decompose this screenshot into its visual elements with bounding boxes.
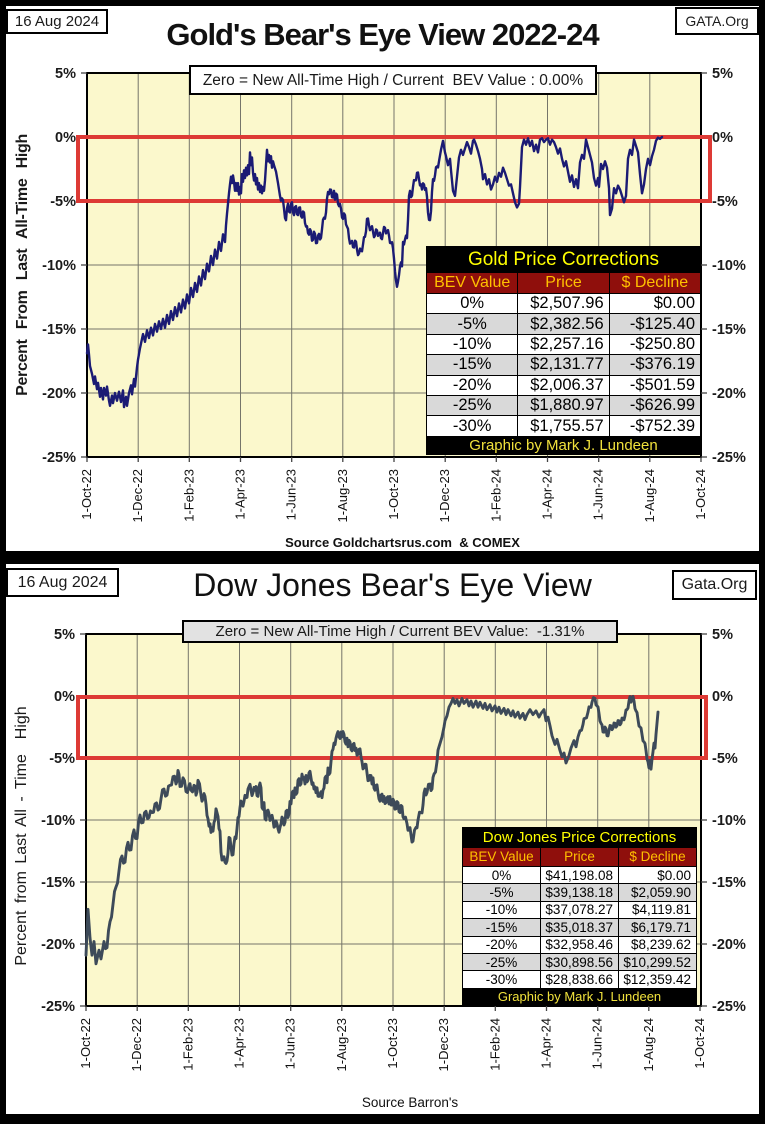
svg-text:1-Feb-24: 1-Feb-24 [487, 1018, 502, 1071]
svg-text:1-Feb-24: 1-Feb-24 [488, 469, 503, 522]
svg-text:-20%: -20% [712, 937, 746, 953]
svg-text:1-Feb-23: 1-Feb-23 [180, 1018, 195, 1071]
svg-text:0%: 0% [54, 689, 75, 705]
svg-text:1-Feb-23: 1-Feb-23 [181, 469, 196, 522]
svg-text:1-Jun-23: 1-Jun-23 [284, 469, 299, 520]
svg-text:1-Apr-24: 1-Apr-24 [539, 1018, 554, 1069]
svg-text:-10%: -10% [712, 258, 746, 274]
svg-text:-15%: -15% [712, 322, 746, 338]
svg-text:-15%: -15% [41, 875, 75, 891]
svg-text:1-Oct-24: 1-Oct-24 [693, 469, 708, 520]
svg-text:-10%: -10% [42, 258, 76, 274]
svg-text:1-Dec-22: 1-Dec-22 [130, 469, 145, 522]
svg-text:5%: 5% [54, 627, 75, 643]
svg-text:0%: 0% [712, 689, 733, 705]
svg-text:1-Apr-24: 1-Apr-24 [540, 469, 555, 520]
svg-text:-5%: -5% [712, 751, 738, 767]
svg-text:1-Dec-22: 1-Dec-22 [129, 1018, 144, 1071]
svg-text:1-Apr-23: 1-Apr-23 [233, 469, 248, 520]
svg-text:1-Jun-24: 1-Jun-24 [591, 469, 606, 520]
svg-text:5%: 5% [712, 66, 733, 82]
svg-text:0%: 0% [712, 130, 733, 146]
svg-text:-15%: -15% [42, 322, 76, 338]
svg-text:1-Aug-24: 1-Aug-24 [642, 469, 657, 522]
svg-text:0%: 0% [55, 130, 76, 146]
svg-text:1-Aug-23: 1-Aug-23 [334, 1018, 349, 1071]
svg-text:-10%: -10% [712, 813, 746, 829]
svg-text:-25%: -25% [41, 999, 75, 1015]
svg-text:1-Oct-23: 1-Oct-23 [386, 469, 401, 520]
svg-text:5%: 5% [712, 627, 733, 643]
svg-text:-15%: -15% [712, 875, 746, 891]
svg-text:-20%: -20% [712, 386, 746, 402]
svg-text:1-Dec-23: 1-Dec-23 [437, 469, 452, 522]
svg-text:1-Oct-22: 1-Oct-22 [78, 1018, 93, 1069]
svg-text:1-Aug-23: 1-Aug-23 [335, 469, 350, 522]
svg-text:1-Jun-24: 1-Jun-24 [590, 1018, 605, 1069]
svg-text:1-Oct-24: 1-Oct-24 [692, 1018, 707, 1069]
svg-text:-20%: -20% [42, 386, 76, 402]
svg-text:5%: 5% [55, 66, 76, 82]
svg-text:-10%: -10% [41, 813, 75, 829]
svg-text:1-Jun-23: 1-Jun-23 [283, 1018, 298, 1069]
svg-text:-5%: -5% [50, 194, 76, 210]
svg-text:-25%: -25% [712, 999, 746, 1015]
svg-text:1-Oct-22: 1-Oct-22 [79, 469, 94, 520]
svg-text:1-Dec-23: 1-Dec-23 [436, 1018, 451, 1071]
svg-text:-25%: -25% [712, 450, 746, 466]
svg-text:-20%: -20% [41, 937, 75, 953]
svg-text:1-Oct-23: 1-Oct-23 [385, 1018, 400, 1069]
svg-text:1-Aug-24: 1-Aug-24 [641, 1018, 656, 1071]
svg-text:-5%: -5% [49, 751, 75, 767]
svg-text:-25%: -25% [42, 450, 76, 466]
svg-text:-5%: -5% [712, 194, 738, 210]
svg-text:1-Apr-23: 1-Apr-23 [232, 1018, 247, 1069]
